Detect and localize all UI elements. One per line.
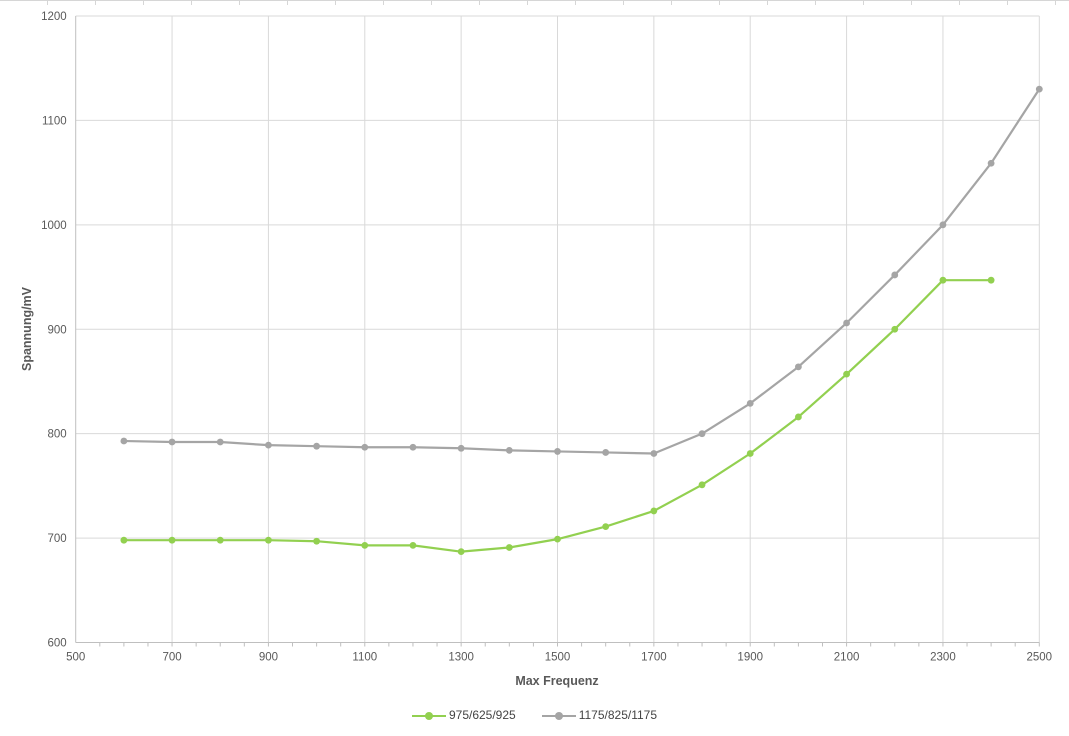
y-tick-label: 700 <box>48 533 67 545</box>
tick-labels: 600 700 800 900 1000 1100 1200 500 700 900 1100 130… <box>41 11 1052 664</box>
y-tick-label: 1100 <box>42 115 67 127</box>
legend: 975/625/925 1175/825/1175 <box>0 709 1069 722</box>
x-tick-label: 1700 <box>641 652 667 664</box>
data-point <box>939 276 947 284</box>
data-point <box>891 271 899 279</box>
data-point <box>216 438 224 446</box>
x-tick-label: 900 <box>259 652 278 664</box>
x-axis-title: Max Frequenz <box>515 674 598 688</box>
data-point <box>554 448 561 455</box>
data-point <box>650 507 658 515</box>
x-tick-label: 1500 <box>545 652 571 664</box>
data-point <box>939 221 947 229</box>
data-point <box>795 413 802 421</box>
legend-swatch-gray <box>541 711 576 720</box>
data-point <box>987 276 995 284</box>
data-point <box>698 430 706 438</box>
series-1175/825/1175 <box>120 85 1043 457</box>
data-point <box>746 399 754 407</box>
data-point <box>602 449 610 456</box>
data-point <box>361 443 369 451</box>
y-tick-label: 1200 <box>41 11 67 23</box>
x-tick-label: 1300 <box>448 652 474 664</box>
data-point <box>409 443 417 451</box>
spreadsheet-grid-edge <box>0 0 1069 5</box>
data-point <box>361 541 369 549</box>
legend-item-975-625-925[interactable]: 975/625/925 <box>411 708 516 722</box>
legend-swatch-green <box>411 711 446 720</box>
legend-label: 1175/825/1175 <box>578 708 658 722</box>
data-point <box>843 319 850 327</box>
data-point <box>265 536 272 544</box>
x-tick-label: 700 <box>162 652 181 664</box>
data-point <box>168 438 176 446</box>
data-point <box>554 535 561 543</box>
y-axis-title: Spannung/mV <box>20 286 34 371</box>
data-point <box>746 450 754 457</box>
data-point <box>650 450 658 457</box>
data-point <box>409 541 417 549</box>
series-lines <box>120 85 1043 556</box>
data-point <box>1035 85 1043 93</box>
data-point <box>891 325 899 333</box>
data-point <box>313 537 320 545</box>
x-tick-label: 2500 <box>1027 652 1053 664</box>
gridlines <box>75 15 1040 643</box>
data-point <box>457 444 465 452</box>
x-tick-label: 500 <box>66 652 85 664</box>
x-tick-label: 1100 <box>352 652 377 664</box>
y-tick-label: 900 <box>48 324 67 336</box>
data-point <box>843 370 850 378</box>
x-tick-label: 2100 <box>834 652 860 664</box>
data-point <box>265 441 272 449</box>
data-point <box>795 363 802 371</box>
y-tick-label: 800 <box>48 429 67 441</box>
data-point <box>698 481 706 489</box>
data-point <box>457 548 465 556</box>
y-tick-label: 1000 <box>41 220 67 232</box>
data-point <box>987 159 995 167</box>
data-point <box>602 523 610 530</box>
legend-label: 975/625/925 <box>448 708 516 722</box>
axes <box>75 16 1040 647</box>
data-point <box>505 544 513 551</box>
data-point <box>505 446 513 454</box>
data-point <box>216 536 224 544</box>
x-tick-label: 1900 <box>737 652 763 664</box>
x-tick-label: 2300 <box>930 652 956 664</box>
data-point <box>313 442 320 450</box>
data-point <box>120 536 128 544</box>
series-975/625/925 <box>120 276 995 556</box>
y-tick-label: 600 <box>48 638 67 650</box>
data-point <box>120 437 128 445</box>
legend-item-1175-825-1175[interactable]: 1175/825/1175 <box>541 708 658 722</box>
data-point <box>168 536 176 544</box>
